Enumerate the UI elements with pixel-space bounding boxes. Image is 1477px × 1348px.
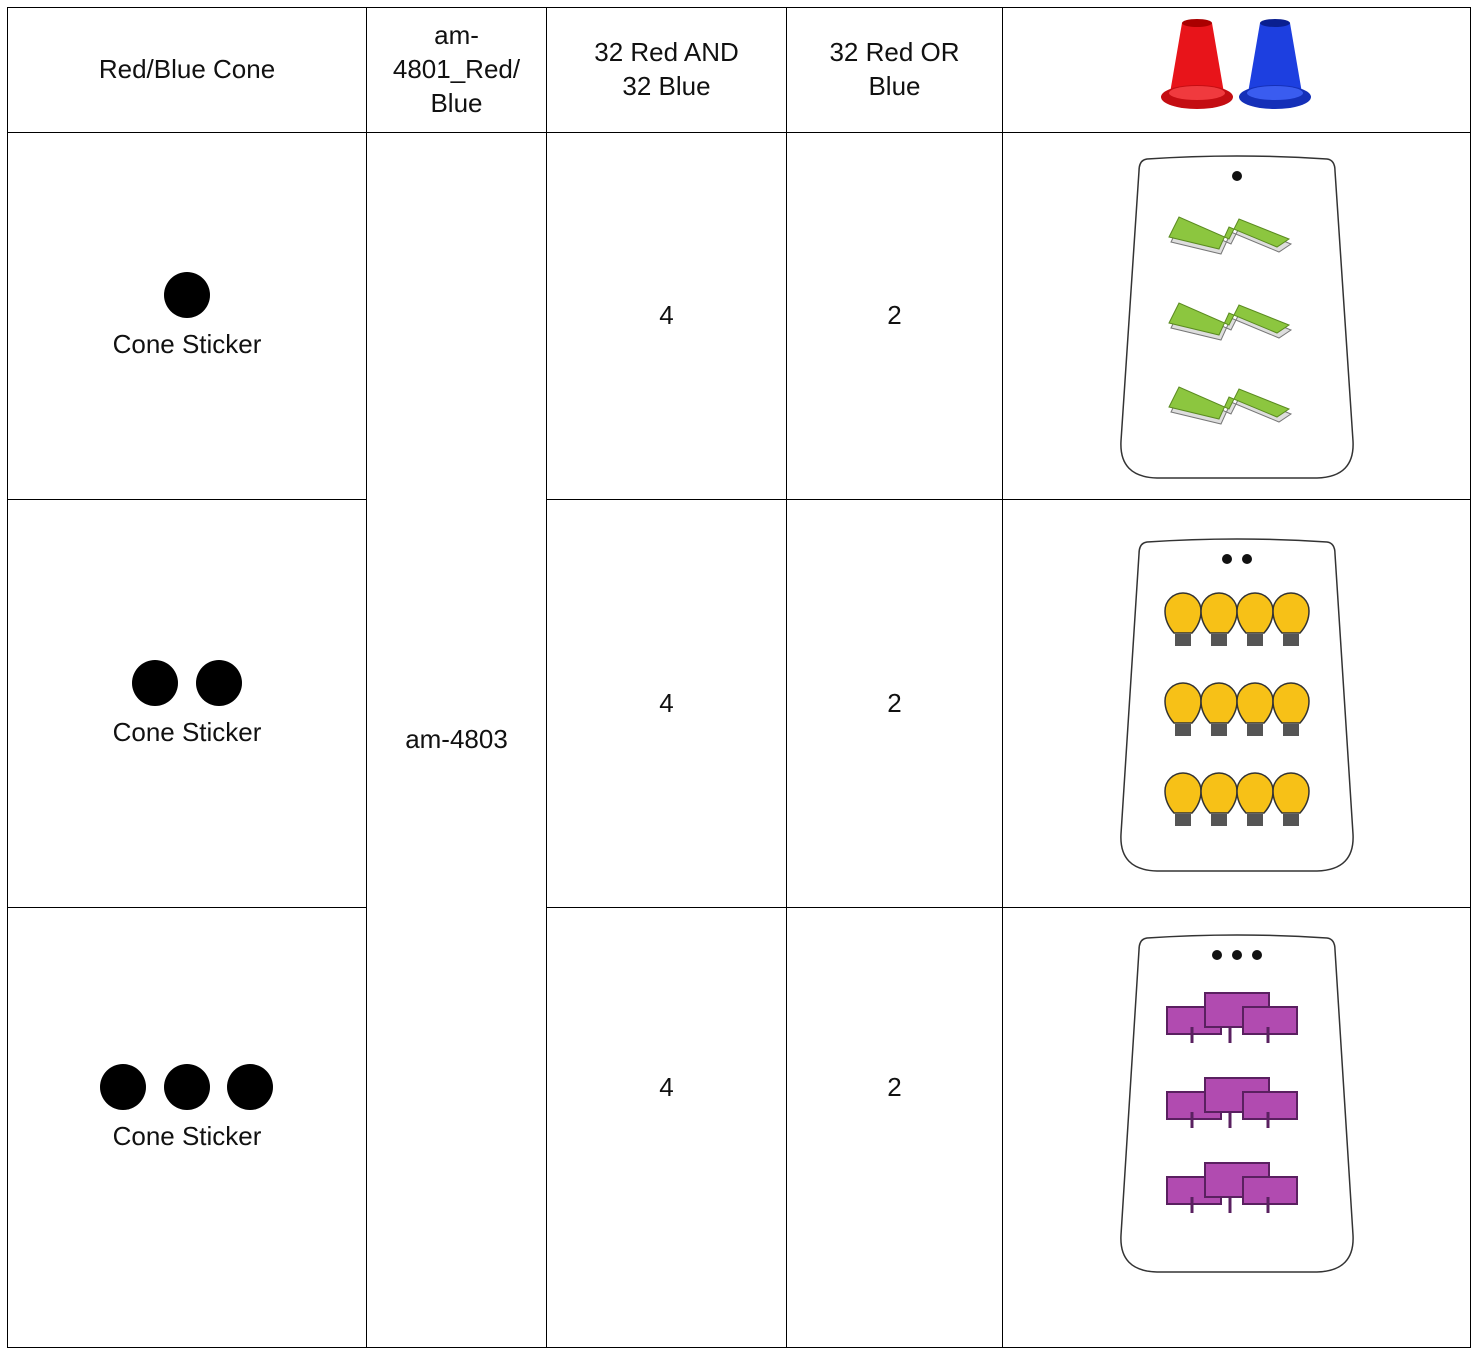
shape xyxy=(1282,723,1299,736)
qty-and: 4 xyxy=(546,907,787,1348)
shape xyxy=(1163,591,1202,634)
shape xyxy=(1235,771,1274,814)
sticker-name: Cone Sticker xyxy=(112,329,262,360)
cones-image xyxy=(1160,19,1311,109)
qty-and: 4 xyxy=(546,132,787,500)
shape xyxy=(1282,633,1299,646)
shape xyxy=(1163,681,1202,724)
shape xyxy=(1211,950,1222,960)
shape xyxy=(1231,950,1242,960)
sticker-drawing xyxy=(1119,155,1354,479)
shape xyxy=(1199,681,1238,724)
shape xyxy=(1174,723,1191,736)
shape xyxy=(1246,723,1263,736)
header-qty-or: 32 Red OR Blue xyxy=(786,7,1003,133)
row: Cone Sticker am-4803 4 2 xyxy=(7,132,1471,1348)
sticker-image xyxy=(1002,132,1471,500)
text-line: 4801_Red/ xyxy=(392,54,521,85)
name-cell: Cone Sticker xyxy=(7,907,367,1348)
shape xyxy=(1241,553,1252,564)
shape xyxy=(1241,1176,1298,1205)
row: Cone Sticker 4 2 xyxy=(7,907,1471,1348)
qty-or: 2 xyxy=(786,499,1003,908)
shape xyxy=(1174,813,1191,826)
shape xyxy=(1282,813,1299,826)
shape xyxy=(1231,171,1242,181)
dots-icon xyxy=(132,659,242,706)
shared-part-number: am-4803 xyxy=(366,132,547,1348)
shape xyxy=(1246,633,1263,646)
qty-or: 2 xyxy=(786,907,1003,1348)
shape xyxy=(1241,1091,1298,1120)
parts-table: Red/Blue Cone am- 4801_Red/ Blue 32 Red … xyxy=(7,7,1471,1348)
dots-icon xyxy=(100,1063,273,1110)
dots-icon xyxy=(164,272,210,319)
sticker-drawing xyxy=(1119,934,1354,1273)
header-qty-and: 32 Red AND 32 Blue xyxy=(546,7,787,133)
shape xyxy=(1167,302,1290,336)
header-image xyxy=(1002,7,1471,133)
name-cell: Cone Sticker xyxy=(7,132,367,500)
shape xyxy=(1210,813,1227,826)
shape xyxy=(1271,771,1310,814)
shape xyxy=(1251,950,1262,960)
qty-and: 4 xyxy=(546,499,787,908)
shape xyxy=(1167,216,1290,250)
shape xyxy=(1163,771,1202,814)
shape xyxy=(1210,633,1227,646)
header-row: Red/Blue Cone am- 4801_Red/ Blue 32 Red … xyxy=(7,7,1471,133)
sticker-image xyxy=(1002,499,1471,908)
name-cell: Cone Sticker xyxy=(7,499,367,908)
header-name: Red/Blue Cone xyxy=(7,7,367,133)
shape xyxy=(1210,723,1227,736)
shape xyxy=(1167,386,1290,420)
shape xyxy=(1271,591,1310,634)
sticker-drawing xyxy=(1119,537,1354,872)
sticker-name: Cone Sticker xyxy=(112,1120,262,1151)
text-line: am- xyxy=(434,20,479,51)
header-part-number: am- 4801_Red/ Blue xyxy=(366,7,547,133)
shape xyxy=(1246,813,1263,826)
sticker-name: Cone Sticker xyxy=(112,716,262,747)
shape xyxy=(1235,681,1274,724)
sticker-image xyxy=(1002,907,1471,1348)
shape xyxy=(1174,633,1191,646)
shape xyxy=(1221,553,1232,564)
qty-or: 2 xyxy=(786,132,1003,500)
shape xyxy=(1271,681,1310,724)
shape xyxy=(1199,771,1238,814)
shape xyxy=(1241,1006,1298,1035)
shape xyxy=(1235,591,1274,634)
row: Cone Sticker 4 2 xyxy=(7,499,1471,908)
shape xyxy=(1199,591,1238,634)
text-line: Blue xyxy=(430,87,483,118)
